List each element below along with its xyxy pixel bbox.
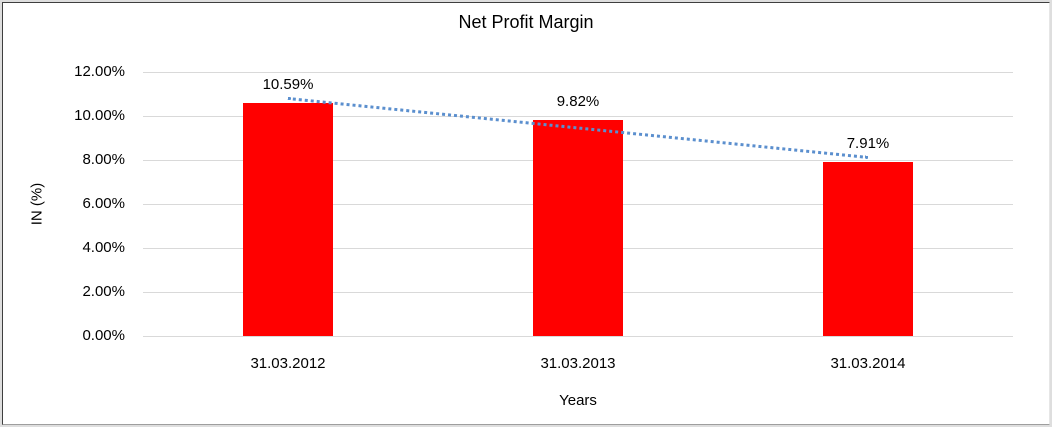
- gridline: [143, 72, 1013, 73]
- bar: [243, 103, 333, 336]
- chart-title: Net Profit Margin: [458, 12, 594, 32]
- y-tick-label: 4.00%: [82, 239, 125, 256]
- y-tick-label: 12.00%: [74, 63, 125, 80]
- y-tick-label: 8.00%: [82, 151, 125, 168]
- y-tick-label: 10.00%: [74, 107, 125, 124]
- data-label: 10.59%: [262, 76, 314, 94]
- x-category-label: 31.03.2013: [540, 355, 616, 372]
- y-tick-label: 2.00%: [82, 283, 125, 300]
- x-category-label: 31.03.2012: [250, 355, 326, 372]
- data-label: 9.82%: [556, 92, 600, 110]
- data-label: 7.91%: [846, 134, 890, 152]
- x-category-label: 31.03.2014: [830, 355, 906, 372]
- y-tick-label: 0.00%: [82, 327, 125, 344]
- gridline: [143, 336, 1013, 337]
- y-tick-label: 6.00%: [82, 195, 125, 212]
- bar: [533, 119, 623, 336]
- bar: [823, 161, 913, 336]
- gridline: [143, 116, 1013, 117]
- x-axis-title: Years: [559, 392, 597, 409]
